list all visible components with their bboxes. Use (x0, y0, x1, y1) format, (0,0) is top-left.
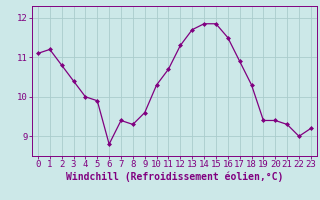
X-axis label: Windchill (Refroidissement éolien,°C): Windchill (Refroidissement éolien,°C) (66, 172, 283, 182)
